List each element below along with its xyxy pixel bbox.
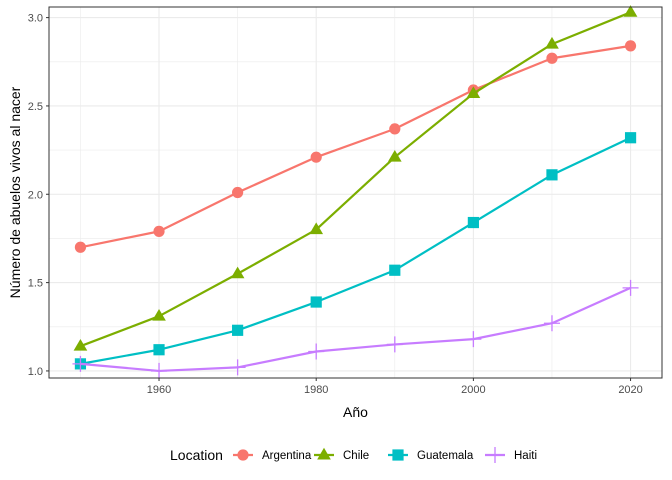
data-point-haiti xyxy=(465,331,482,348)
data-point-argentina xyxy=(389,123,401,135)
data-point-haiti xyxy=(151,362,168,379)
data-point-chile xyxy=(73,339,88,351)
data-point-chile xyxy=(309,222,324,235)
data-point-argentina xyxy=(153,225,165,237)
legend-key-argentina xyxy=(233,449,253,461)
x-tick-label: 2020 xyxy=(618,384,642,396)
data-point-haiti xyxy=(543,315,560,332)
x-axis-title: Año xyxy=(343,404,368,420)
series-line-argentina xyxy=(80,44,631,249)
data-point-guatemala xyxy=(232,324,244,336)
y-tick-label: 1.0 xyxy=(28,366,43,378)
data-point-argentina xyxy=(74,241,87,253)
x-tick-label: 2000 xyxy=(461,384,485,396)
legend-title: Location xyxy=(170,447,223,463)
data-point-chile xyxy=(230,266,245,279)
series-haiti xyxy=(72,279,639,379)
data-point-argentina xyxy=(232,186,244,199)
data-point-guatemala xyxy=(467,216,479,229)
data-point-argentina xyxy=(624,40,637,52)
series-line-guatemala xyxy=(80,136,632,365)
y-axis: 1.0 1.5 2.0 2.5 3.0 xyxy=(28,13,49,378)
legend-key-marker xyxy=(317,447,331,460)
data-point-haiti xyxy=(622,279,639,296)
series-line-chile xyxy=(80,11,631,348)
series-layer xyxy=(72,5,639,379)
data-point-guatemala xyxy=(389,264,401,276)
series-line-haiti xyxy=(80,286,632,373)
plot-border xyxy=(48,6,663,379)
y-tick-label: 1.5 xyxy=(28,278,43,290)
x-tick-label: 1980 xyxy=(304,384,328,396)
data-point-chile xyxy=(623,5,638,17)
legend-key-marker xyxy=(487,447,503,463)
x-axis: 1960 1980 2000 2020 xyxy=(147,378,643,396)
data-point-chile xyxy=(545,36,559,49)
legend-label-chile: Chile xyxy=(343,450,369,462)
data-point-chile xyxy=(466,86,481,99)
legend-label-haiti: Haiti xyxy=(514,450,537,462)
data-point-chile xyxy=(387,149,402,162)
data-point-haiti xyxy=(72,355,89,372)
data-point-guatemala xyxy=(624,132,637,144)
x-tick-label: 1960 xyxy=(147,384,171,396)
legend-key-marker xyxy=(392,449,404,461)
legend-key-haiti xyxy=(485,447,505,463)
legend-label-guatemala: Guatemala xyxy=(417,450,474,462)
y-tick-label: 2.5 xyxy=(28,101,43,113)
data-point-guatemala xyxy=(153,344,165,356)
legend: Location Argentina Chile Guatemala Haiti xyxy=(170,447,537,463)
legend-key-marker xyxy=(237,449,249,461)
data-point-guatemala xyxy=(310,296,322,308)
legend-key-chile xyxy=(314,447,334,460)
y-tick-label: 3.0 xyxy=(28,13,43,25)
data-point-argentina xyxy=(546,52,558,64)
legend-label-argentina: Argentina xyxy=(262,450,312,462)
y-axis-title: Número de abuelos vivos al nacer xyxy=(7,86,23,298)
data-point-guatemala xyxy=(546,169,558,181)
data-point-haiti xyxy=(308,343,325,360)
y-tick-label: 2.0 xyxy=(28,189,43,201)
data-point-haiti xyxy=(229,359,246,376)
data-point-argentina xyxy=(310,151,322,163)
legend-key-guatemala xyxy=(388,449,408,461)
data-point-haiti xyxy=(386,336,403,353)
data-point-chile xyxy=(152,308,166,321)
series-chile xyxy=(73,5,638,351)
